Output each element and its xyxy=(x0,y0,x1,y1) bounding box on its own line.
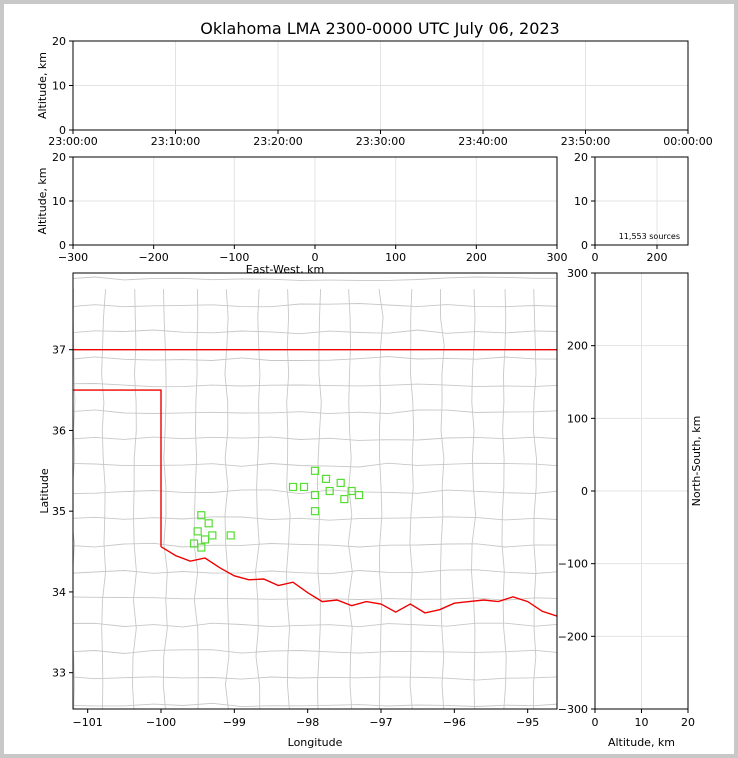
figure-title: Oklahoma LMA 2300-0000 UTC July 06, 2023 xyxy=(200,19,559,38)
lma-figure-svg: Oklahoma LMA 2300-0000 UTC July 06, 2023… xyxy=(36,19,713,749)
map-point xyxy=(546,711,549,714)
map-point xyxy=(544,714,547,717)
map-point xyxy=(549,712,552,715)
map-point xyxy=(539,710,542,713)
map-point xyxy=(540,711,543,714)
map-point xyxy=(548,711,551,714)
map-point xyxy=(540,713,543,716)
map-point xyxy=(548,711,551,714)
map-point xyxy=(541,712,544,715)
figure: Oklahoma LMA 2300-0000 UTC July 06, 2023… xyxy=(4,4,734,754)
map-point xyxy=(546,711,549,714)
map-point xyxy=(541,712,544,715)
map-point xyxy=(546,710,549,713)
map-point xyxy=(539,710,542,713)
